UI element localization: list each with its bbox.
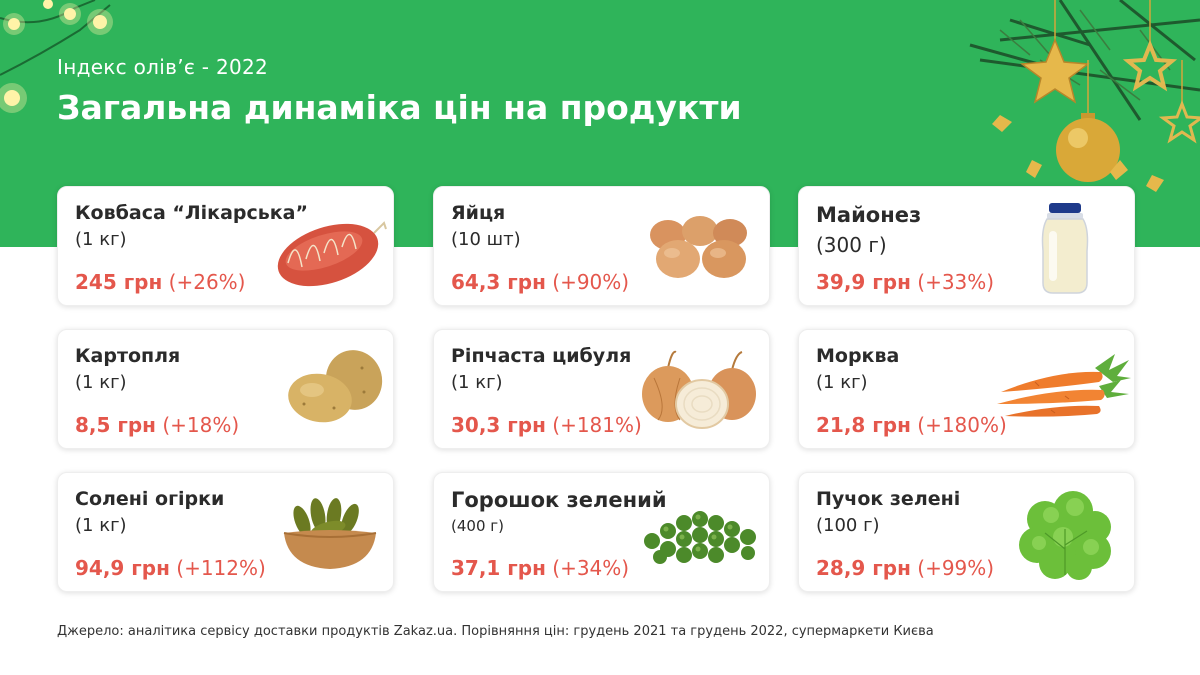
product-card-mayonnaise: Майонез (300 г) 39,9 грн (+33%) xyxy=(798,186,1135,306)
product-price: 21,8 грн xyxy=(816,413,911,437)
price-change: (+34%) xyxy=(552,556,630,580)
product-name: Горошок зелений xyxy=(451,488,667,512)
price-change: (+180%) xyxy=(917,413,1007,437)
sausage-icon xyxy=(277,221,387,287)
page-title: Загальна динаміка цін на продукти xyxy=(57,88,742,127)
product-price: 39,9 грн xyxy=(816,270,911,294)
product-price: 8,5 грн xyxy=(75,413,156,437)
green-peas-icon xyxy=(644,511,756,564)
product-quantity: (300 г) xyxy=(816,233,887,257)
product-price: 37,1 грн xyxy=(451,556,546,580)
product-name: Яйця xyxy=(451,202,506,224)
product-name: Ковбаса “Лікарська” xyxy=(75,202,308,224)
product-card-greens: Пучок зелені (100 г) 28,9 грн (+99%) xyxy=(798,472,1135,592)
product-quantity: (400 г) xyxy=(451,517,504,535)
pickles-bowl-icon xyxy=(283,498,377,569)
product-price: 64,3 грн xyxy=(451,270,546,294)
string-lights-icon xyxy=(0,0,113,113)
onion-icon xyxy=(642,350,756,429)
product-card-peas: Горошок зелений (400 г) 37,1 грн (+34%) xyxy=(433,472,770,592)
product-quantity: (1 кг) xyxy=(75,515,127,536)
price-change: (+33%) xyxy=(917,270,995,294)
product-quantity: (1 кг) xyxy=(451,372,503,393)
product-price: 94,9 грн xyxy=(75,556,170,580)
price-change: (+18%) xyxy=(162,413,240,437)
product-quantity: (1 кг) xyxy=(75,372,127,393)
source-footnote: Джерело: аналітика сервісу доставки прод… xyxy=(57,624,934,639)
product-name: Майонез xyxy=(816,203,922,227)
product-name: Солені огірки xyxy=(75,488,225,510)
product-price: 245 грн xyxy=(75,270,163,294)
product-quantity: (1 кг) xyxy=(816,372,868,393)
product-name: Ріпчаста цибуля xyxy=(451,345,632,367)
product-price: 30,3 грн xyxy=(451,413,546,437)
price-change: (+26%) xyxy=(168,270,246,294)
mayonnaise-jar-icon xyxy=(1041,203,1089,294)
price-change: (+112%) xyxy=(176,556,266,580)
page-subtitle: Індекс олів’є - 2022 xyxy=(57,55,269,79)
product-card-pickles: Солені огірки (1 кг) 94,9 грн (+112%) xyxy=(57,472,394,592)
price-change: (+181%) xyxy=(552,413,642,437)
price-change: (+90%) xyxy=(552,270,630,294)
product-name: Картопля xyxy=(75,345,181,367)
product-quantity: (1 кг) xyxy=(75,229,127,250)
potato-icon xyxy=(288,350,383,423)
product-quantity: (10 шт) xyxy=(451,229,521,250)
product-name: Морква xyxy=(816,345,900,367)
lettuce-icon xyxy=(1019,491,1111,580)
product-card-onion: Ріпчаста цибуля (1 кг) 30,3 грн (+181%) xyxy=(433,329,770,449)
product-card-carrot: Морква (1 кг) 21,8 грн (+180%) xyxy=(798,329,1135,449)
eggs-icon xyxy=(650,216,747,278)
product-quantity: (100 г) xyxy=(816,515,880,536)
product-price: 28,9 грн xyxy=(816,556,911,580)
price-change: (+99%) xyxy=(917,556,995,580)
product-card-sausage: Ковбаса “Лікарська” (1 кг) 245 грн (+26%… xyxy=(57,186,394,306)
christmas-decor-icon xyxy=(969,0,1200,192)
product-name: Пучок зелені xyxy=(816,488,961,510)
carrot-icon xyxy=(997,354,1131,417)
product-card-potato: Картопля (1 кг) 8,5 грн (+18%) xyxy=(57,329,394,449)
product-card-eggs: Яйця (10 шт) 64,3 грн (+90%) xyxy=(433,186,770,306)
